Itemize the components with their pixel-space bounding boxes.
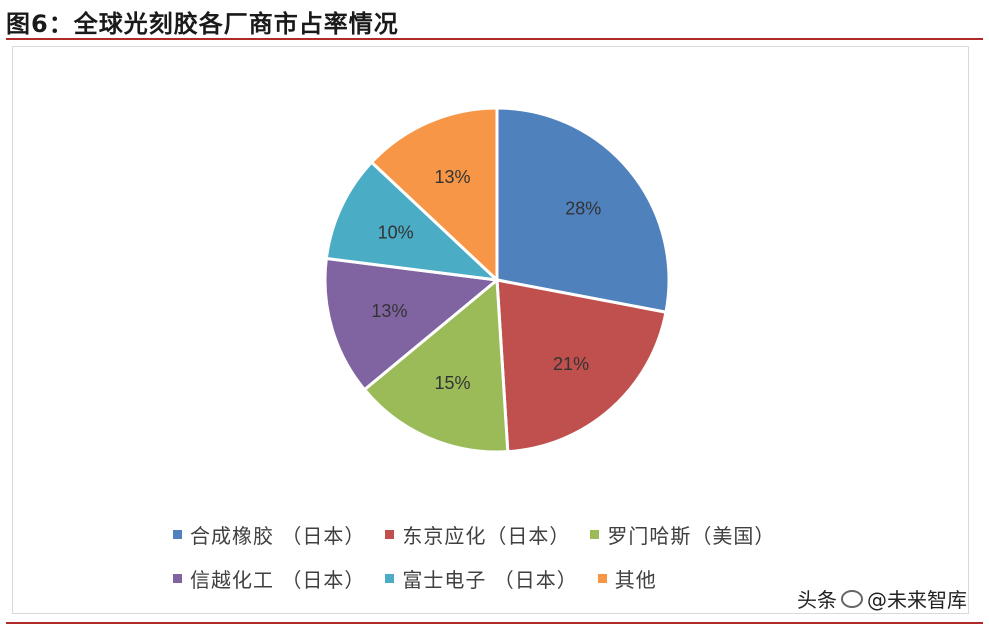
legend-item: 富士电子 （日本） <box>385 564 577 593</box>
legend-swatch <box>590 530 600 539</box>
chart-frame: 28% 21% 15% 13% 10% 13% 合成橡胶 （日本） 东京应化（日本） 罗门哈斯… <box>12 46 969 614</box>
pie-slice-label-0: 28% <box>565 199 601 219</box>
legend-label: 富士电子 （日本） <box>402 568 578 592</box>
pie-slice-label-3: 13% <box>371 301 407 321</box>
legend-item: 信越化工 （日本） <box>173 564 365 593</box>
watermark-text: @未来智库 <box>867 588 967 612</box>
pie-chart: 28% 21% 15% 13% 10% 13% <box>323 106 671 454</box>
legend-swatch <box>597 574 607 583</box>
legend-swatch <box>173 530 182 539</box>
pie-slice-label-4: 10% <box>378 222 414 242</box>
watermark-prefix: 头条 <box>797 588 837 612</box>
legend-label: 其他 <box>614 568 657 592</box>
legend-item: 合成橡胶 （日本） <box>173 520 365 549</box>
legend-swatch <box>385 530 395 539</box>
legend-row-2: 信越化工 （日本） 富士电子 （日本） 其他 <box>173 564 677 593</box>
bottom-divider <box>6 622 983 624</box>
pie-slice-1 <box>495 278 668 454</box>
legend-label: 合成橡胶 （日本） <box>190 524 366 548</box>
legend-label: 东京应化（日本） <box>402 524 571 548</box>
figure-title: 图6：全球光刻胶各厂商市占率情况 <box>6 10 399 38</box>
watermark: 头条 @未来智库 <box>797 584 967 613</box>
top-divider <box>6 38 983 40</box>
pie-slice-2 <box>362 276 510 454</box>
watermark-logo-icon <box>841 589 863 608</box>
pie-slice-label-1: 21% <box>553 354 589 374</box>
legend-swatch <box>385 574 395 583</box>
pie-slice-0 <box>495 106 671 314</box>
legend-item: 其他 <box>597 564 657 593</box>
pie-slice-label-2: 15% <box>435 373 471 393</box>
pie-slice-label-5: 13% <box>435 167 471 187</box>
pie-slice-4 <box>324 160 502 283</box>
legend-label: 信越化工 （日本） <box>190 568 366 592</box>
legend-item: 罗门哈斯（美国） <box>590 520 775 549</box>
pie-slice-5 <box>369 106 499 284</box>
legend-row-1: 合成橡胶 （日本） 东京应化（日本） 罗门哈斯（美国） <box>173 520 795 549</box>
legend-swatch <box>173 574 182 583</box>
pie-slice-3 <box>323 256 501 392</box>
legend-label: 罗门哈斯（美国） <box>607 524 776 548</box>
legend-item: 东京应化（日本） <box>385 520 570 549</box>
